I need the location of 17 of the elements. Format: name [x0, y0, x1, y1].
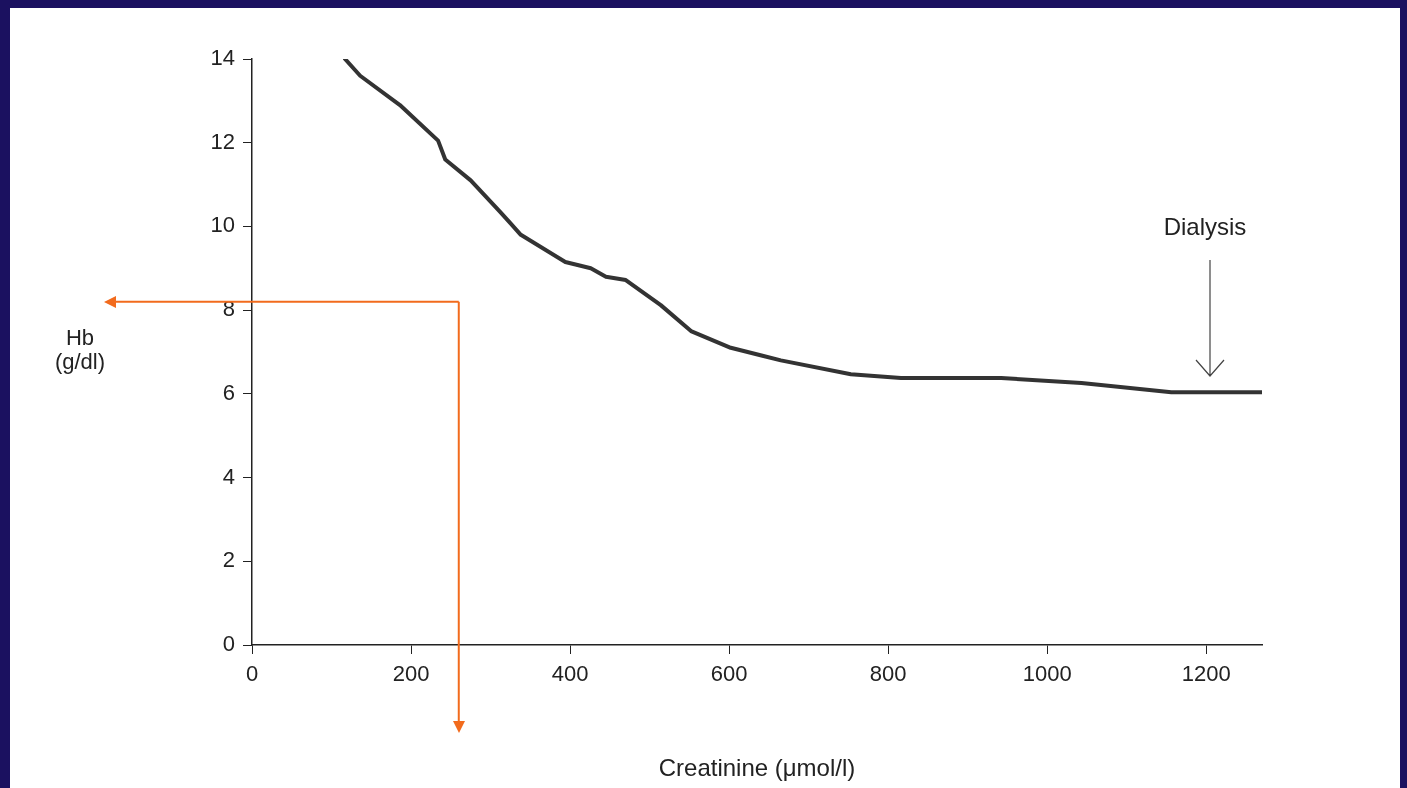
x-tick-label: 600: [710, 661, 748, 687]
y-tick-label: 6: [222, 379, 235, 405]
y-tick-label: 0: [222, 631, 235, 657]
y-tick-label: 12: [210, 128, 235, 154]
x-tick-label: 200: [392, 661, 430, 687]
x-tick-label: 800: [869, 661, 907, 687]
y-tick-label: 4: [222, 463, 235, 489]
x-tick-label: 0: [245, 661, 259, 687]
y-axis-title: Hb (g/dl): [54, 325, 106, 374]
y-tick-label: 10: [210, 212, 235, 238]
x-tick-label: 400: [551, 661, 589, 687]
annotation: Dialysis: [1163, 213, 1247, 240]
x-axis-title: Creatinine (μmol/l): [658, 754, 856, 782]
x-tick-label: 1200: [1181, 661, 1231, 687]
x-tick-label: 1000: [1022, 661, 1072, 687]
y-tick-label: 14: [210, 45, 235, 71]
y-tick-label: 2: [222, 547, 235, 573]
